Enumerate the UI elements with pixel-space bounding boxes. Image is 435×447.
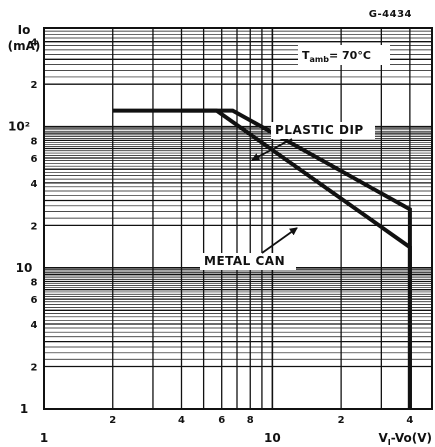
metal-can-arrow [261,227,298,254]
y-tick-label: 2 [31,80,38,91]
plastic-dip-label-background [271,122,375,139]
x-tick-label: 1 [40,431,48,445]
y-tick-label: 6 [31,295,38,306]
x-tick-label: 8 [247,415,254,426]
series-group [112,108,412,409]
x-tick-label: 4 [178,415,185,426]
series-label-metal-can: METAL CAN [204,254,285,268]
x-tick-label: 2 [338,415,345,426]
x-axis-label: VI-Vo(V) [378,431,432,447]
metal-can-label-background [200,253,296,270]
y-tick-label: 2 [31,363,38,374]
series-line-metal-can [181,108,412,409]
x-tick-label: 2 [109,415,116,426]
tick-labels: 124681024681246810246810²24 [8,38,413,445]
y-tick-label: 4 [31,179,38,190]
condition-label: Tamb= 70°C [302,49,371,64]
grid [43,27,433,410]
y-tick-label: 1 [20,402,28,416]
y-tick-label: 4 [31,38,38,49]
condition-label-background [298,45,390,65]
x-tick-label: 10 [264,431,281,445]
y-tick-label: 6 [31,154,38,165]
y-tick-label: 2 [31,221,38,232]
series-label-plastic-dip: PLASTIC DIP [275,123,364,137]
y-tick-label: 4 [31,320,38,331]
y-tick-label: 8 [31,136,38,147]
y-tick-label: 10² [8,120,30,134]
y-axis-label-unit: (mA) [8,39,41,53]
figure-id: G-4434 [369,9,412,20]
y-tick-label: 10 [16,261,33,275]
x-tick-label: 6 [218,415,225,426]
x-tick-label: 4 [406,415,413,426]
y-tick-label: 8 [31,278,38,289]
plot-border [43,27,433,410]
y-axis-label-symbol: Io [18,23,31,37]
plastic-dip-arrow [251,138,293,161]
